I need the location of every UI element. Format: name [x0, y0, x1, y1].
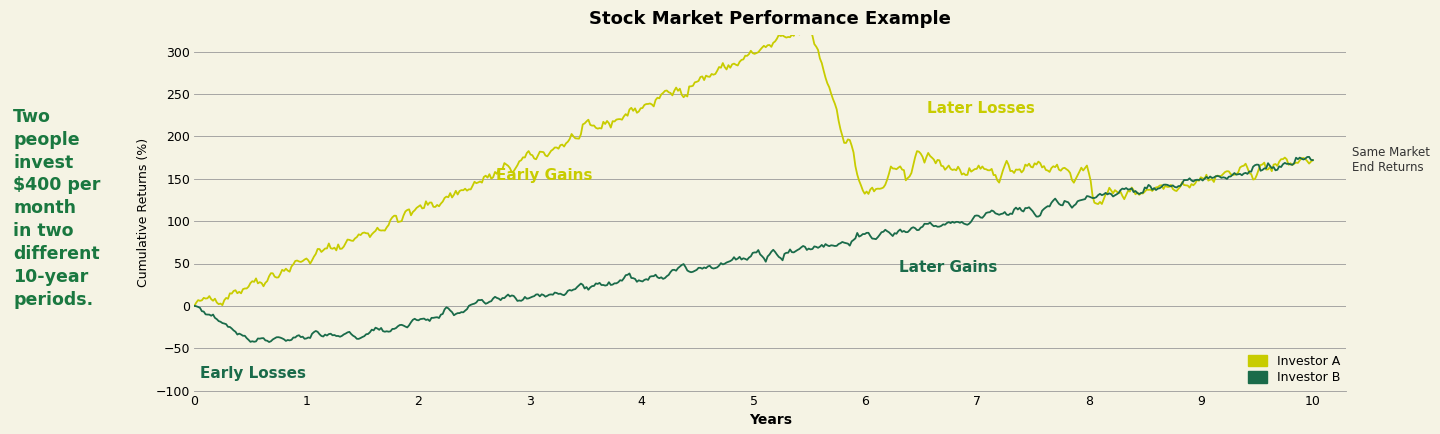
Legend: Investor A, Investor B: Investor A, Investor B — [1248, 355, 1341, 385]
Text: Early Losses: Early Losses — [200, 366, 305, 381]
Text: Later Losses: Later Losses — [927, 101, 1035, 116]
Text: Two
people
invest
$400 per
month
in two
different
10-year
periods.: Two people invest $400 per month in two … — [13, 108, 101, 309]
Y-axis label: Cumulative Returns (%): Cumulative Returns (%) — [137, 138, 150, 287]
Title: Stock Market Performance Example: Stock Market Performance Example — [589, 10, 952, 28]
Text: Same Market
End Returns: Same Market End Returns — [1352, 146, 1430, 174]
X-axis label: Years: Years — [749, 413, 792, 427]
Text: Later Gains: Later Gains — [899, 260, 998, 275]
Text: Early Gains: Early Gains — [497, 168, 593, 184]
